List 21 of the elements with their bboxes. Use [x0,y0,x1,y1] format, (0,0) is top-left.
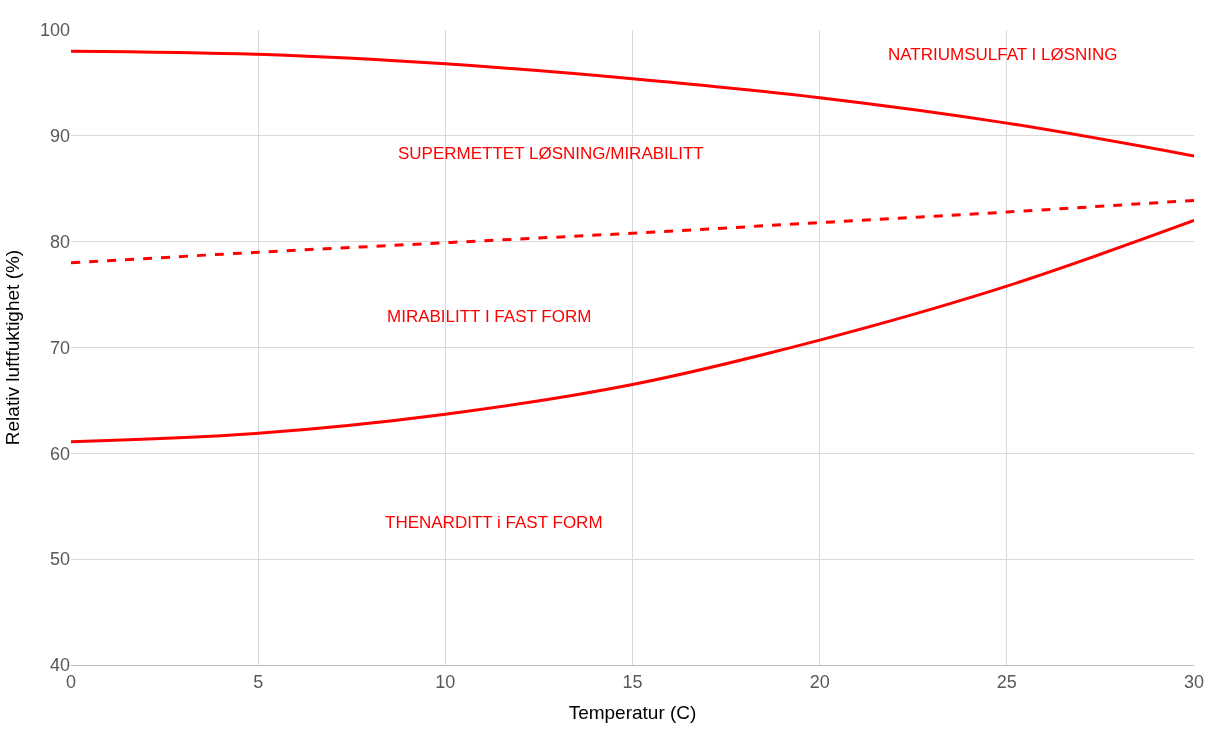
y-tick-label: 60 [49,443,70,464]
x-tick-label: 10 [435,671,456,692]
y-axis-title: Relativ luftfuktighet (%) [1,249,23,446]
x-tick-label: 25 [996,671,1017,692]
x-tick-label: 5 [253,671,264,692]
annotation: THENARDITT i FAST FORM [385,513,603,532]
annotation: MIRABILITT I FAST FORM [387,307,592,326]
y-tick-label: 50 [49,549,70,570]
x-tick-label: 15 [622,671,643,692]
line-series [71,49,1194,158]
annotation: NATRIUMSULFAT I LØSNING [888,45,1118,64]
y-tick-label: 90 [49,126,70,147]
annotation: SUPERMETTET LØSNING/MIRABILITT [398,144,704,163]
line-series [71,198,1194,265]
x-axis-title: Temperatur (C) [568,702,697,724]
y-tick-label: 70 [49,337,70,358]
y-tick-label: 100 [39,20,70,41]
x-tick-label: 20 [809,671,830,692]
line-series [71,219,1194,444]
x-tick-label: 30 [1183,671,1205,692]
y-tick-label: 80 [49,231,70,252]
